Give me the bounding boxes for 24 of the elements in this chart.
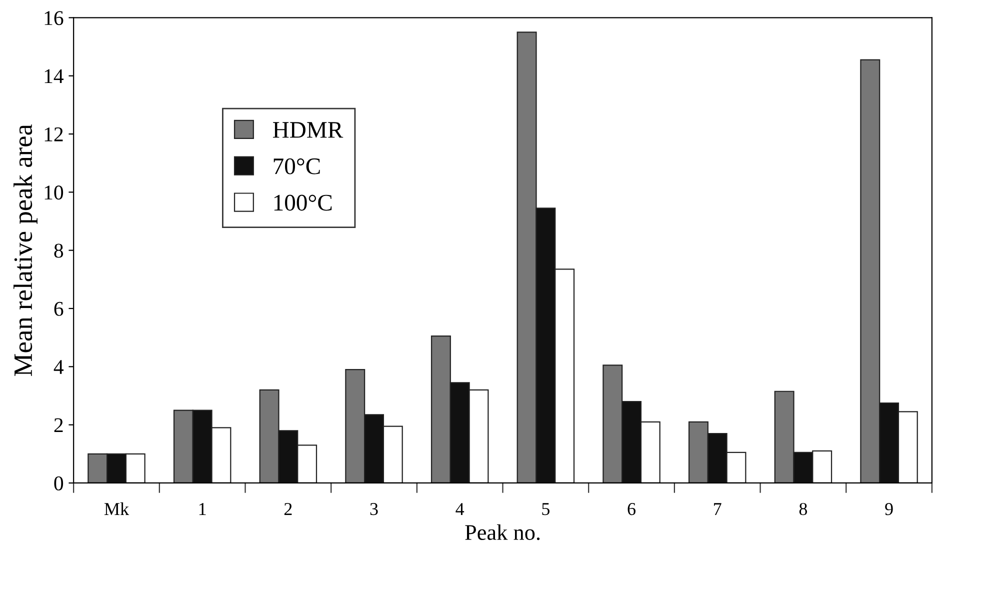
y-tick-label: 14 (44, 69, 64, 84)
y-tick-label: 6 (54, 302, 64, 316)
x-tick-label: 6 (628, 502, 636, 516)
y-tick-label: 8 (54, 244, 64, 258)
x-tick-label: 8 (799, 502, 808, 516)
y-tick-label: 16 (44, 11, 64, 26)
x-tick-label: 2 (284, 502, 292, 515)
legend-label: 70°C (274, 158, 320, 174)
y-axis-title: Mean relative peak area (14, 124, 38, 376)
x-tick-label: 7 (714, 503, 722, 515)
x-tick-label: 1 (199, 503, 206, 515)
y-tick-label: 10 (44, 186, 64, 200)
y-tick-label: 4 (54, 360, 64, 374)
x-tick-label: 4 (456, 503, 464, 515)
x-tick-label: Mk (104, 502, 130, 515)
y-tick-label: 12 (44, 127, 63, 142)
legend-label: HDMR (272, 122, 344, 138)
x-axis-title: Peak no. (465, 524, 540, 540)
legend-label: 100°C (274, 194, 332, 211)
x-tick-label: 5 (542, 503, 550, 516)
x-tick-label: 9 (885, 502, 893, 516)
y-tick-label: 0 (54, 476, 64, 490)
x-tick-label: 3 (370, 502, 378, 516)
y-tick-label: 2 (54, 418, 63, 432)
